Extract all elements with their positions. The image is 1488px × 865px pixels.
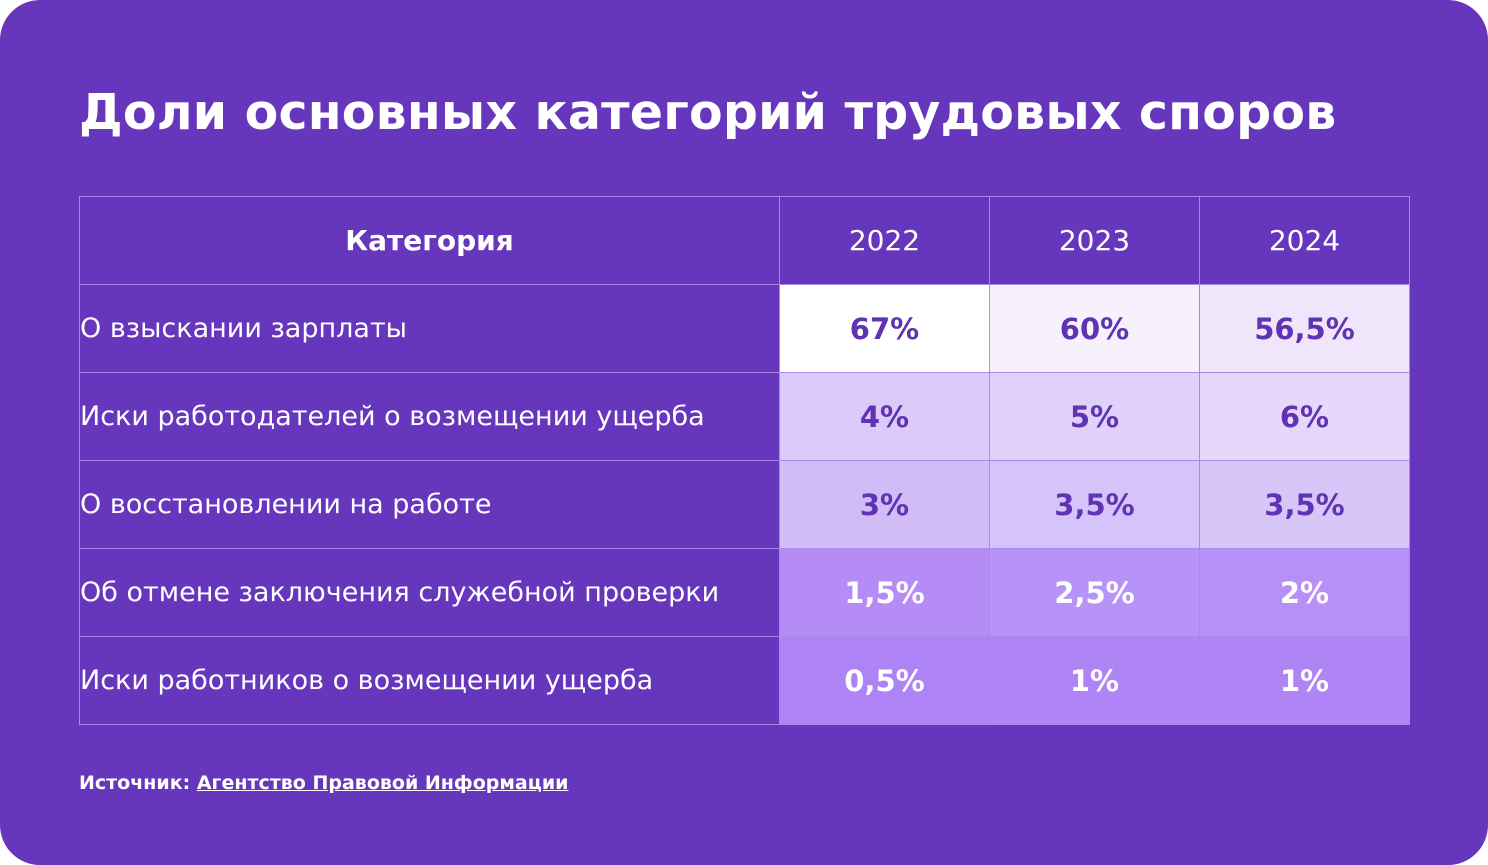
value-cell-2022: 67% (779, 284, 990, 373)
value-cell-2022: 1,5% (779, 548, 990, 637)
value-cell-2024: 6% (1199, 372, 1410, 461)
value-cell-2023: 2,5% (989, 548, 1200, 637)
source-link[interactable]: Агентство Правовой Информации (196, 772, 569, 794)
value-cell-2022: 0,5% (779, 636, 990, 725)
source-note: Источник: Агентство Правовой Информации (79, 772, 568, 794)
value-cell-2024: 3,5% (1199, 460, 1410, 549)
category-cell: О взыскании зарплаты (79, 284, 780, 373)
column-header-category: Категория (79, 196, 780, 285)
category-cell: Об отмене заключения служебной проверки (79, 548, 780, 637)
table-row: Иски работодателей о возмещении ущерба 4%… (79, 372, 1410, 461)
value-cell-2023: 3,5% (989, 460, 1200, 549)
value-cell-2024: 1% (1199, 636, 1410, 725)
category-cell: Иски работников о возмещении ущерба (79, 636, 780, 725)
value-cell-2023: 5% (989, 372, 1200, 461)
value-cell-2024: 56,5% (1199, 284, 1410, 373)
chart-title: Доли основных категорий трудовых споров (79, 84, 1337, 141)
category-cell: Иски работодателей о возмещении ущерба (79, 372, 780, 461)
value-cell-2023: 60% (989, 284, 1200, 373)
column-header-2023: 2023 (989, 196, 1200, 285)
table-body: О взыскании зарплаты 67% 60% 56,5% Иски рабо… (79, 284, 1410, 725)
value-cell-2022: 4% (779, 372, 990, 461)
table-row: О взыскании зарплаты 67% 60% 56,5% (79, 284, 1410, 373)
source-label: Источник: (79, 772, 191, 794)
category-cell: О восстановлении на работе (79, 460, 780, 549)
column-header-2024: 2024 (1199, 196, 1410, 285)
value-cell-2023: 1% (989, 636, 1200, 725)
table-container: Категория 2022 2023 2024 О взыскании зар… (79, 196, 1410, 736)
value-cell-2024: 2% (1199, 548, 1410, 637)
data-table: Категория 2022 2023 2024 О взыскании зар… (79, 196, 1410, 725)
column-header-2022: 2022 (779, 196, 990, 285)
table-row: Об отмене заключения служебной проверки 1… (79, 548, 1410, 637)
header-row: Категория 2022 2023 2024 (79, 196, 1410, 285)
value-cell-2022: 3% (779, 460, 990, 549)
table-row: Иски работников о возмещении ущерба 0,5% 1… (79, 636, 1410, 725)
table-row: О восстановлении на работе 3% 3,5% 3,5% (79, 460, 1410, 549)
